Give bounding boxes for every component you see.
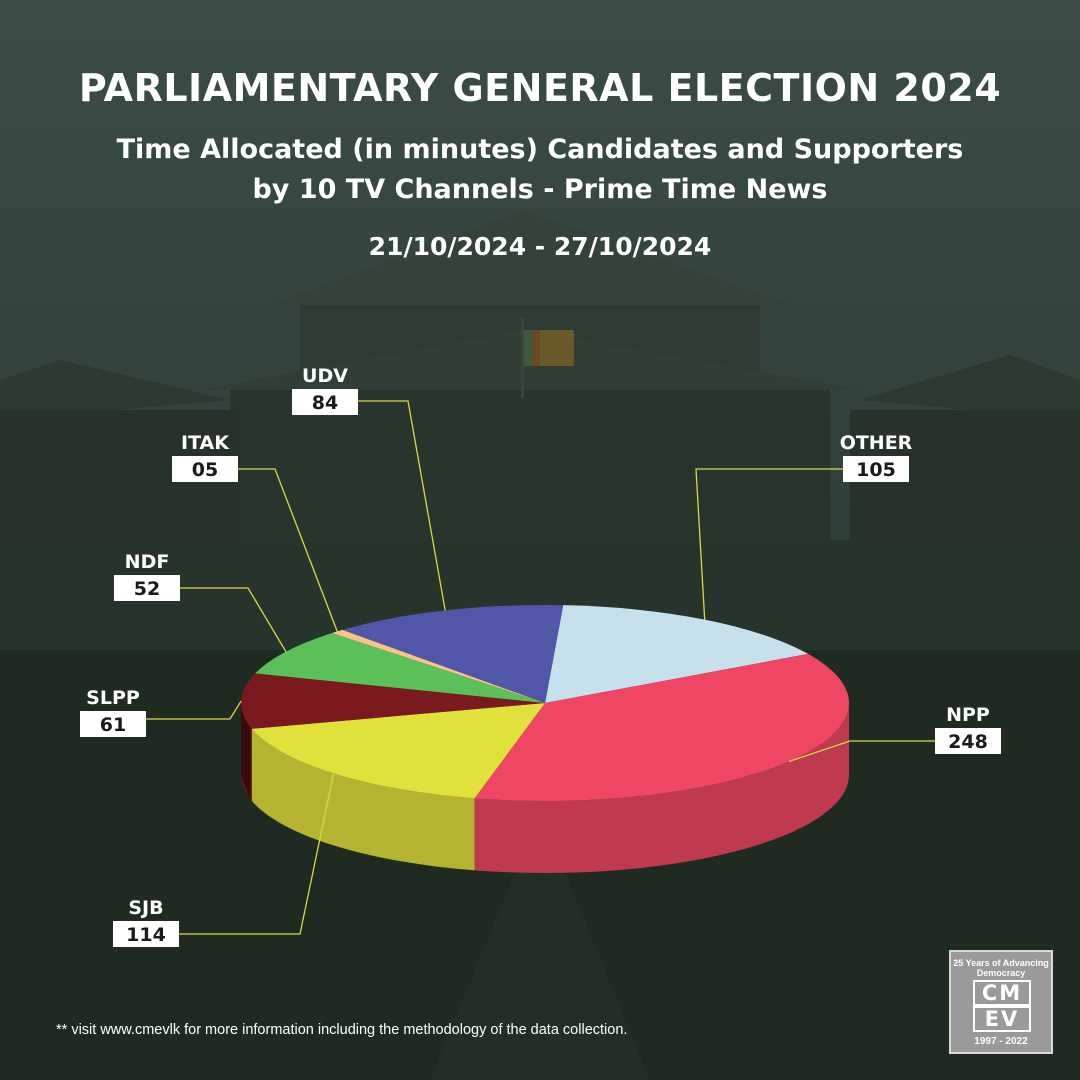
leader-line-sjb <box>179 773 335 935</box>
leader-line-ndf <box>180 587 287 653</box>
pie-top <box>241 605 849 801</box>
logo-arc-text: 25 Years of Advancing Democracy <box>953 958 1049 978</box>
logo-years: 1997 - 2022 <box>974 1036 1028 1047</box>
logo-letters-top: CM <box>973 980 1031 1006</box>
label-value-itak: 05 <box>192 459 218 481</box>
label-name-npp: NPP <box>946 704 990 726</box>
label-value-udv: 84 <box>312 392 338 414</box>
slice-npp <box>474 653 849 801</box>
label-name-slpp: SLPP <box>86 687 140 709</box>
leader-line-slpp <box>146 700 242 720</box>
label-name-udv: UDV <box>302 365 348 387</box>
value-box-sjb <box>113 921 179 947</box>
leader-line-udv <box>358 400 446 611</box>
cmev-logo: 25 Years of Advancing Democracy CM EV 19… <box>949 950 1053 1054</box>
value-box-ndf <box>114 575 180 601</box>
page-title: PARLIAMENTARY GENERAL ELECTION 2024 <box>78 66 1002 110</box>
slice-sjb <box>251 703 545 799</box>
label-value-npp: 248 <box>948 731 988 753</box>
logo-letters-bottom: EV <box>973 1006 1031 1032</box>
slice-udv <box>342 605 564 703</box>
value-box-other <box>843 456 909 482</box>
label-name-sjb: SJB <box>128 897 163 919</box>
label-name-ndf: NDF <box>125 551 170 573</box>
value-box-npp <box>935 728 1001 754</box>
subtitle-line-2: by 10 TV Channels - Prime Time News <box>252 174 828 205</box>
slice-side-npp <box>474 703 849 873</box>
leader-line-other <box>695 468 843 620</box>
chart-subtitle: Time Allocated (in minutes) Candidates a… <box>0 130 1080 210</box>
leader-line-npp <box>788 740 935 763</box>
label-value-sjb: 114 <box>126 924 166 946</box>
slice-slpp <box>241 673 546 729</box>
slice-side-slpp <box>241 703 252 801</box>
footnote: ** visit www.cmevlk for more information… <box>56 1022 628 1038</box>
slice-other <box>545 605 809 703</box>
subtitle-line-1: Time Allocated (in minutes) Candidates a… <box>116 134 964 165</box>
label-value-ndf: 52 <box>134 578 160 600</box>
slice-side-sjb <box>251 728 475 871</box>
label-name-itak: ITAK <box>181 432 230 454</box>
leader-line-itak <box>238 468 338 632</box>
pie-labels: OTHER 105 NPP 248 SJB 114 SLPP 61 NDF 52 ITAK 05 UDV… <box>80 365 1001 947</box>
value-box-udv <box>292 389 358 415</box>
label-value-slpp: 61 <box>100 714 126 736</box>
value-box-slpp <box>80 711 146 737</box>
value-box-itak <box>172 456 238 482</box>
date-range: 21/10/2024 - 27/10/2024 <box>368 232 712 261</box>
slice-ndf <box>255 633 545 703</box>
pie-depth <box>241 703 849 873</box>
pie-edge-shadow <box>241 703 251 800</box>
slice-itak <box>332 629 545 703</box>
label-value-other: 105 <box>856 459 896 481</box>
label-name-other: OTHER <box>840 432 913 454</box>
